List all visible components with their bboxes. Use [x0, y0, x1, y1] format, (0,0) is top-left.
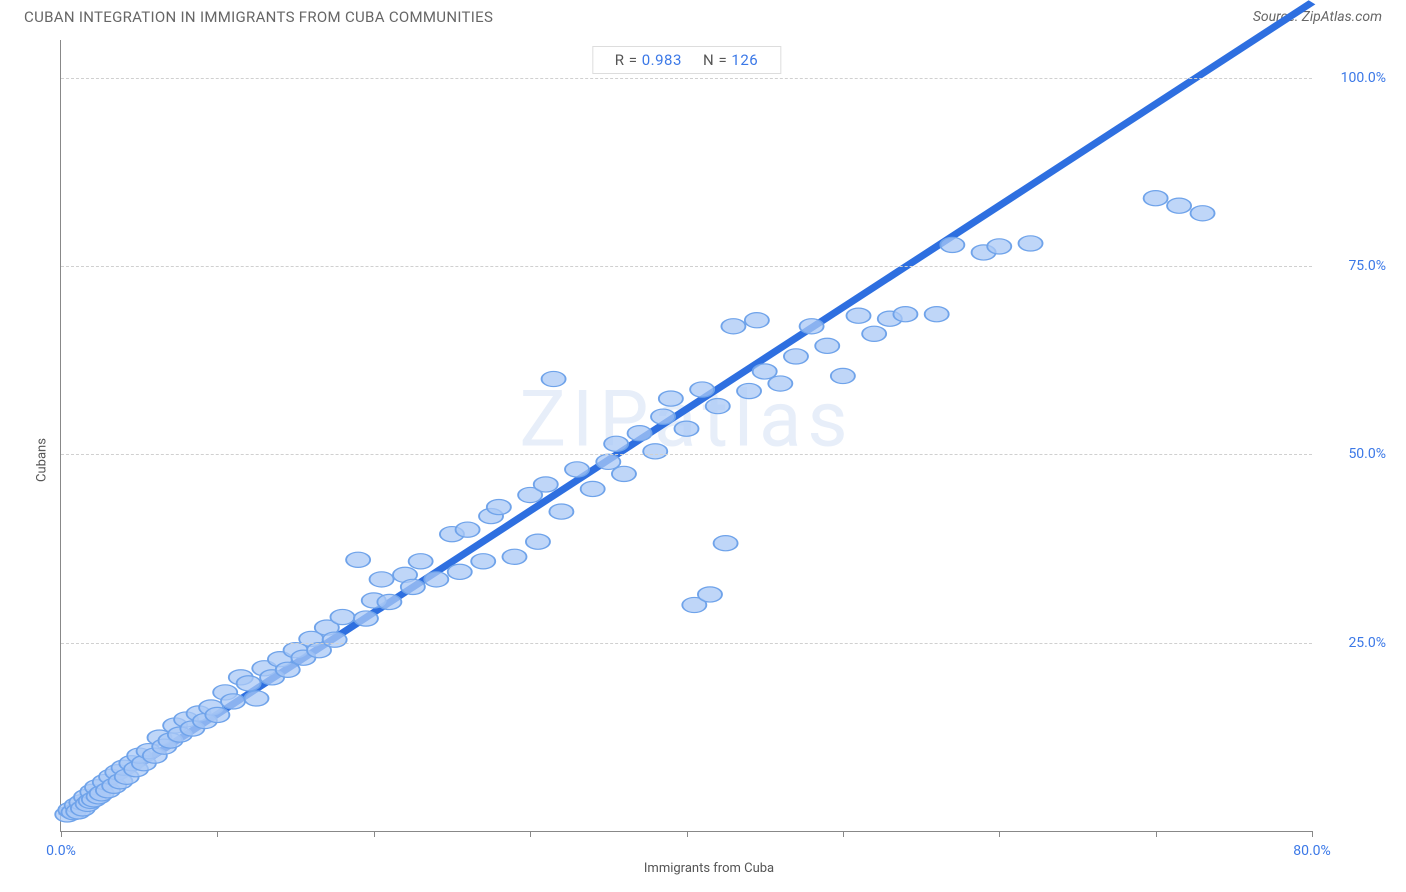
y-axis-title: Cubans	[34, 438, 49, 482]
chart-title: CUBAN INTEGRATION IN IMMIGRANTS FROM CUB…	[24, 8, 493, 26]
data-point	[800, 319, 824, 334]
data-point	[698, 587, 722, 602]
data-point	[643, 444, 667, 459]
x-tick-label: 0.0%	[46, 843, 76, 859]
x-tick	[217, 831, 218, 837]
data-point	[714, 536, 738, 551]
data-point	[354, 611, 378, 626]
data-point	[987, 239, 1011, 254]
data-point	[925, 307, 949, 322]
gridline-y	[61, 643, 1312, 644]
data-point	[549, 504, 573, 519]
data-point	[221, 694, 245, 709]
data-point	[502, 549, 526, 564]
data-point	[534, 477, 558, 492]
data-point	[471, 554, 495, 569]
data-point	[604, 436, 628, 451]
data-point	[721, 319, 745, 334]
data-point	[706, 399, 730, 414]
data-point	[628, 426, 652, 441]
data-point	[690, 382, 714, 397]
n-label: N =	[703, 51, 731, 69]
data-point	[581, 481, 605, 496]
data-point	[409, 554, 433, 569]
data-point	[768, 376, 792, 391]
data-point	[651, 409, 675, 424]
data-point	[487, 499, 511, 514]
gridline-y	[61, 78, 1312, 79]
r-label: R =	[615, 51, 642, 69]
y-tick-label: 75.0%	[1320, 258, 1386, 274]
x-tick	[687, 831, 688, 837]
data-point	[940, 237, 964, 252]
data-point	[370, 572, 394, 587]
data-point	[542, 371, 566, 386]
data-point	[893, 307, 917, 322]
source-attribution: Source: ZipAtlas.com	[1253, 9, 1382, 25]
data-point	[244, 691, 268, 706]
x-tick-label: 80.0%	[1293, 843, 1331, 859]
r-value: 0.983	[642, 51, 682, 69]
y-tick-label: 100.0%	[1320, 70, 1386, 86]
x-tick	[843, 831, 844, 837]
y-tick-label: 25.0%	[1320, 635, 1386, 651]
data-point	[237, 676, 261, 691]
data-point	[737, 383, 761, 398]
data-point	[323, 632, 347, 647]
gridline-y	[61, 454, 1312, 455]
x-tick	[1156, 831, 1157, 837]
data-point	[1191, 206, 1215, 221]
data-point	[424, 572, 448, 587]
data-point	[526, 534, 550, 549]
data-point	[377, 594, 401, 609]
x-tick	[374, 831, 375, 837]
x-tick	[530, 831, 531, 837]
x-tick	[1312, 831, 1313, 837]
stats-box: R = 0.983 N = 126	[592, 46, 781, 74]
plot-region: ZIPatlas R = 0.983 N = 126 25.0%50.0%75.…	[60, 40, 1312, 832]
data-point	[815, 338, 839, 353]
data-point	[745, 313, 769, 328]
data-point	[612, 466, 636, 481]
n-value: 126	[731, 51, 758, 69]
data-point	[784, 349, 808, 364]
data-point	[1167, 198, 1191, 213]
y-tick-label: 50.0%	[1320, 446, 1386, 462]
data-point	[565, 462, 589, 477]
data-point	[674, 421, 698, 436]
data-point	[401, 579, 425, 594]
chart-area: Cubans Immigrants from Cuba ZIPatlas R =…	[24, 40, 1394, 880]
data-point	[205, 707, 229, 722]
data-point	[862, 326, 886, 341]
data-point	[330, 609, 354, 624]
data-point	[831, 368, 855, 383]
data-point	[346, 552, 370, 567]
scatter-svg	[61, 40, 1312, 831]
x-tick	[999, 831, 1000, 837]
data-point	[1144, 191, 1168, 206]
x-tick	[61, 831, 62, 837]
source-name: ZipAtlas.com	[1302, 9, 1382, 25]
data-point	[456, 522, 480, 537]
data-point	[448, 564, 472, 579]
data-point	[659, 391, 683, 406]
gridline-y	[61, 266, 1312, 267]
chart-header: CUBAN INTEGRATION IN IMMIGRANTS FROM CUB…	[0, 0, 1406, 30]
x-axis-title: Immigrants from Cuba	[644, 861, 774, 876]
data-point	[847, 308, 871, 323]
data-point	[1019, 236, 1043, 251]
